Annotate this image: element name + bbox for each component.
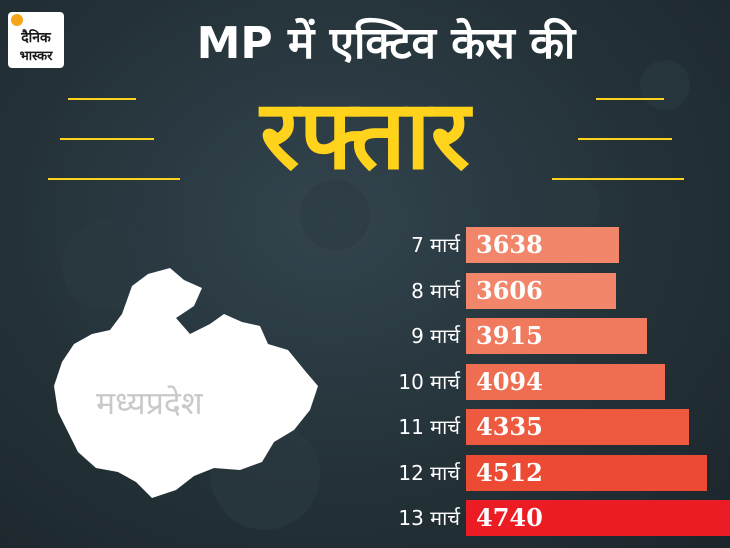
virus-decoration (640, 60, 690, 110)
decorative-line (68, 98, 136, 100)
bar (466, 500, 730, 536)
virus-decoration (540, 175, 600, 235)
dainik-bhaskar-logo: दैनिक भास्कर (8, 12, 64, 68)
decorative-line (552, 178, 684, 180)
bar-category-label: 8 मार्च (411, 278, 460, 303)
bar-value-label: 3606 (476, 275, 543, 305)
bar (466, 363, 666, 400)
bar (466, 318, 648, 354)
bar-value-label: 3638 (476, 230, 543, 259)
logo-text: भास्कर (19, 49, 53, 64)
bar-value-label: 4740 (476, 503, 543, 532)
map-label: मध्यप्रदेश (96, 384, 203, 422)
headline-top: MP में एक्टिव केस की (196, 18, 576, 69)
decorative-line (60, 138, 154, 140)
bar (466, 227, 620, 263)
bar (466, 409, 690, 445)
bar-category-label: 12 मार्च (398, 460, 460, 485)
bar-category-label: 7 मार्च (411, 233, 460, 257)
bar-category-label: 10 मार्च (398, 369, 460, 394)
bar-value-label: 4335 (476, 412, 543, 441)
decorative-line (596, 98, 664, 100)
bar (466, 454, 708, 491)
madhya-pradesh-map (54, 268, 318, 498)
logo-text: दैनिक (21, 30, 51, 46)
bar-value-label: 4094 (476, 366, 543, 396)
decorative-line (578, 138, 672, 140)
virus-decoration (300, 180, 370, 250)
bar-category-label: 9 मार्च (411, 324, 460, 348)
bar-category-label: 13 मार्च (398, 506, 460, 530)
bar-category-label: 11 मार्च (398, 415, 460, 439)
bar-value-label: 3915 (476, 321, 543, 350)
decorative-line (48, 178, 180, 180)
headline-main: रफ्तार (260, 79, 470, 191)
sun-icon (11, 14, 23, 26)
bar (466, 272, 616, 309)
bar-value-label: 4512 (476, 457, 543, 487)
